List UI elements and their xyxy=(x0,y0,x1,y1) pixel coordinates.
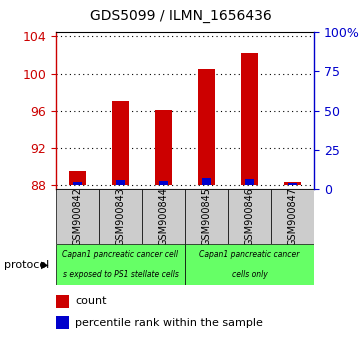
Text: Capan1 pancreatic cancer cell: Capan1 pancreatic cancer cell xyxy=(62,250,178,259)
Bar xyxy=(116,180,125,185)
Bar xyxy=(56,295,69,308)
Bar xyxy=(56,244,185,285)
FancyBboxPatch shape xyxy=(56,189,99,244)
Text: count: count xyxy=(75,296,107,306)
Bar xyxy=(241,53,258,185)
Bar xyxy=(198,69,215,185)
Bar xyxy=(69,171,86,185)
Bar xyxy=(56,316,69,329)
Bar xyxy=(185,244,314,285)
Text: GSM900847: GSM900847 xyxy=(288,187,297,246)
FancyBboxPatch shape xyxy=(271,189,314,244)
FancyBboxPatch shape xyxy=(99,189,142,244)
Text: Capan1 pancreatic cancer: Capan1 pancreatic cancer xyxy=(199,250,300,259)
Text: percentile rank within the sample: percentile rank within the sample xyxy=(75,318,263,327)
Text: GSM900842: GSM900842 xyxy=(73,187,82,246)
Text: GSM900844: GSM900844 xyxy=(158,187,169,246)
Bar xyxy=(202,178,211,185)
FancyBboxPatch shape xyxy=(142,189,185,244)
FancyBboxPatch shape xyxy=(185,189,228,244)
FancyBboxPatch shape xyxy=(228,189,271,244)
Bar xyxy=(288,183,297,185)
Bar xyxy=(159,181,168,185)
Bar xyxy=(73,182,82,185)
Text: GSM900843: GSM900843 xyxy=(116,187,126,246)
Bar xyxy=(284,182,301,185)
Text: s exposed to PS1 stellate cells: s exposed to PS1 stellate cells xyxy=(62,270,178,279)
Text: protocol: protocol xyxy=(4,259,49,270)
Text: GDS5099 / ILMN_1656436: GDS5099 / ILMN_1656436 xyxy=(90,9,271,23)
Bar xyxy=(112,101,129,185)
Text: GSM900846: GSM900846 xyxy=(244,187,255,246)
Bar xyxy=(155,110,172,185)
Text: GSM900845: GSM900845 xyxy=(201,187,212,246)
Text: cells only: cells only xyxy=(232,270,268,279)
Text: ▶: ▶ xyxy=(42,259,49,270)
Bar xyxy=(245,179,254,185)
